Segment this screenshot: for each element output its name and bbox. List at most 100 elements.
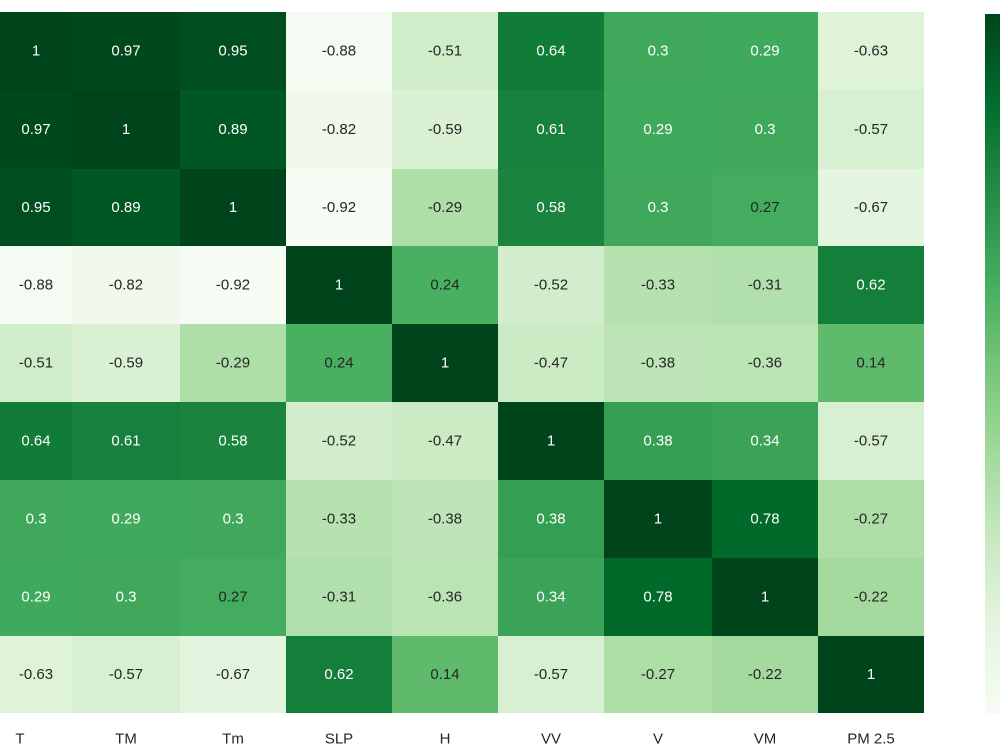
heatmap-cell-0-0: [0, 12, 72, 90]
heatmap-cell-7-3: [286, 558, 392, 636]
heatmap-cell-label-6-3: -0.33: [322, 511, 356, 528]
heatmap-cell-2-6: [604, 169, 712, 246]
heatmap-cell-label-3-0: -0.88: [19, 277, 53, 294]
heatmap-cell-7-8: [818, 558, 924, 636]
heatmap-cell-2-0: [0, 169, 72, 246]
heatmap-cell-3-4: [392, 246, 498, 324]
heatmap-cell-6-1: [72, 480, 180, 558]
heatmap-cell-label-5-1: 0.61: [111, 433, 140, 450]
heatmap-cell-label-3-8: 0.62: [856, 277, 885, 294]
heatmap-cell-label-8-1: -0.57: [109, 666, 143, 683]
heatmap-cell-label-8-0: -0.63: [19, 666, 53, 683]
heatmap-cell-6-2: [180, 480, 286, 558]
heatmap-cell-label-0-1: 0.97: [111, 43, 140, 60]
heatmap-cell-1-2: [180, 90, 286, 169]
heatmap-cell-5-5: [498, 402, 604, 480]
heatmap-cell-labels: 1 0.97 0.95 -0.88 -0.51 0.64 0.3 0.29 -0.63 0.97 1…: [19, 43, 888, 684]
heatmap-cell-label-7-6: 0.78: [643, 589, 672, 606]
heatmap-cell-5-4: [392, 402, 498, 480]
heatmap-cell-label-1-6: 0.29: [643, 121, 672, 138]
heatmap-cell-8-7: [712, 636, 818, 713]
x-tick-label-8: PM 2.5: [847, 731, 895, 748]
heatmap-cell-8-0: [0, 636, 72, 713]
heatmap-cell-label-2-8: -0.67: [854, 199, 888, 216]
heatmap-cell-label-1-7: 0.3: [755, 121, 776, 138]
heatmap-cell-label-1-3: -0.82: [322, 121, 356, 138]
heatmap-cell-label-7-8: -0.22: [854, 589, 888, 606]
heatmap-cell-label-7-2: 0.27: [218, 589, 247, 606]
heatmap-cell-2-5: [498, 169, 604, 246]
heatmap-cell-5-6: [604, 402, 712, 480]
heatmap-cell-0-1: [72, 12, 180, 90]
heatmap-cell-label-2-1: 0.89: [111, 199, 140, 216]
heatmap-cell-4-8: [818, 324, 924, 402]
heatmap-cell-3-3: [286, 246, 392, 324]
heatmap-cell-label-3-2: -0.92: [216, 277, 250, 294]
heatmap-cell-7-5: [498, 558, 604, 636]
heatmap-cell-2-8: [818, 169, 924, 246]
heatmap-cell-label-4-3: 0.24: [324, 355, 353, 372]
heatmap-cell-0-5: [498, 12, 604, 90]
heatmap-cell-label-1-2: 0.89: [218, 121, 247, 138]
heatmap-cell-label-4-7: -0.36: [748, 355, 782, 372]
heatmap-cell-6-7: [712, 480, 818, 558]
heatmap-cell-label-2-7: 0.27: [750, 199, 779, 216]
heatmap-cell-6-4: [392, 480, 498, 558]
heatmap-cell-label-0-2: 0.95: [218, 43, 247, 60]
heatmap-cell-label-6-7: 0.78: [750, 511, 779, 528]
heatmap-cell-label-2-4: -0.29: [428, 199, 462, 216]
heatmap-cell-label-0-3: -0.88: [322, 43, 356, 60]
heatmap-cell-1-6: [604, 90, 712, 169]
heatmap-cell-4-1: [72, 324, 180, 402]
heatmap-cell-label-6-0: 0.3: [26, 511, 47, 528]
heatmap-cell-label-2-2: 1: [229, 199, 237, 216]
heatmap-cell-3-8: [818, 246, 924, 324]
heatmap-cell-label-3-5: -0.52: [534, 277, 568, 294]
heatmap-cell-label-5-0: 0.64: [21, 433, 50, 450]
heatmap-cell-2-7: [712, 169, 818, 246]
x-tick-label-4: H: [440, 731, 451, 748]
heatmap-cells: [0, 12, 924, 713]
heatmap-cell-8-2: [180, 636, 286, 713]
heatmap-cell-label-3-7: -0.31: [748, 277, 782, 294]
colorbar: [985, 14, 1000, 714]
heatmap-cell-5-2: [180, 402, 286, 480]
heatmap-cell-label-8-2: -0.67: [216, 666, 250, 683]
heatmap-cell-label-1-8: -0.57: [854, 121, 888, 138]
heatmap-cell-label-2-6: 0.3: [648, 199, 669, 216]
heatmap-cell-0-8: [818, 12, 924, 90]
heatmap-cell-label-0-0: 1: [32, 43, 40, 60]
heatmap-cell-label-0-7: 0.29: [750, 43, 779, 60]
heatmap-cell-label-4-6: -0.38: [641, 355, 675, 372]
heatmap-cell-label-6-2: 0.3: [223, 511, 244, 528]
heatmap-cell-label-8-7: -0.22: [748, 666, 782, 683]
heatmap-cell-7-0: [0, 558, 72, 636]
heatmap-cell-6-6: [604, 480, 712, 558]
heatmap-cell-label-1-4: -0.59: [428, 121, 462, 138]
heatmap-cell-label-0-5: 0.64: [536, 43, 565, 60]
heatmap-cell-1-1: [72, 90, 180, 169]
heatmap-cell-label-4-5: -0.47: [534, 355, 568, 372]
heatmap-cell-5-7: [712, 402, 818, 480]
heatmap-cell-7-4: [392, 558, 498, 636]
heatmap-cell-label-1-5: 0.61: [536, 121, 565, 138]
x-tick-label-2: Tm: [222, 731, 244, 748]
heatmap-cell-3-5: [498, 246, 604, 324]
heatmap-cell-label-8-8: 1: [867, 666, 875, 683]
heatmap-cell-8-4: [392, 636, 498, 713]
heatmap-cell-label-6-4: -0.38: [428, 511, 462, 528]
heatmap-cell-label-8-6: -0.27: [641, 666, 675, 683]
heatmap-cell-label-2-3: -0.92: [322, 199, 356, 216]
heatmap-cell-8-8: [818, 636, 924, 713]
heatmap-cell-5-0: [0, 402, 72, 480]
heatmap-cell-label-5-7: 0.34: [750, 433, 779, 450]
x-tick-label-6: V: [653, 731, 663, 748]
heatmap-cell-1-0: [0, 90, 72, 169]
heatmap-cell-4-0: [0, 324, 72, 402]
heatmap-cell-label-2-5: 0.58: [536, 199, 565, 216]
heatmap-cell-label-0-8: -0.63: [854, 43, 888, 60]
heatmap-cell-5-1: [72, 402, 180, 480]
heatmap-cell-label-4-4: 1: [441, 355, 449, 372]
heatmap-cell-label-3-3: 1: [335, 277, 343, 294]
heatmap-cell-8-5: [498, 636, 604, 713]
